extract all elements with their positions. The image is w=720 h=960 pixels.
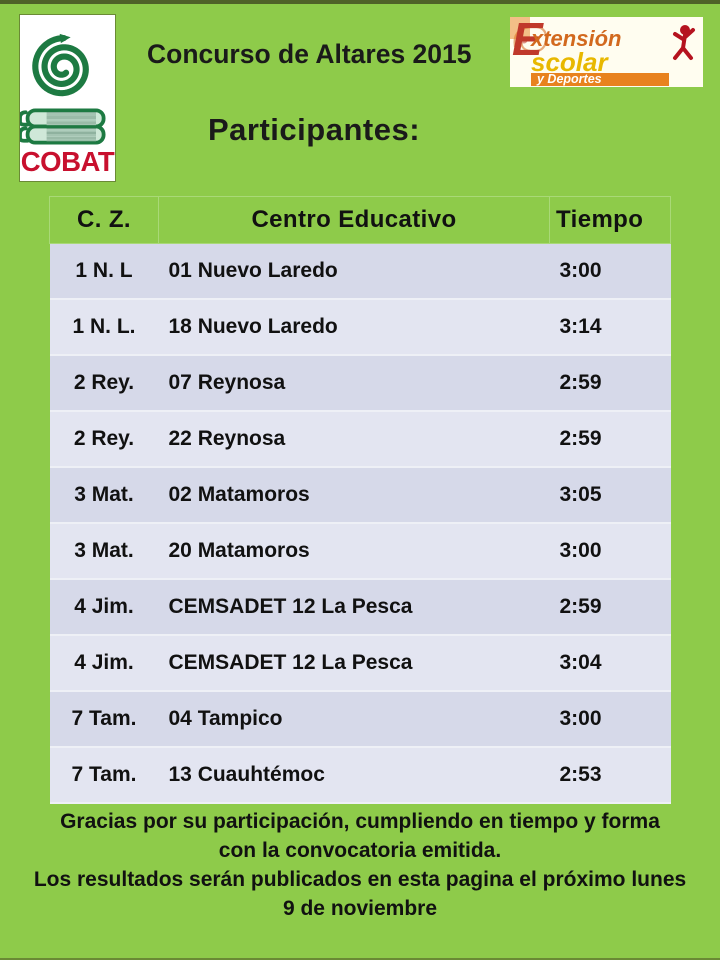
svg-text:COBAT: COBAT (21, 146, 115, 177)
svg-text:y Deportes: y Deportes (536, 72, 602, 86)
